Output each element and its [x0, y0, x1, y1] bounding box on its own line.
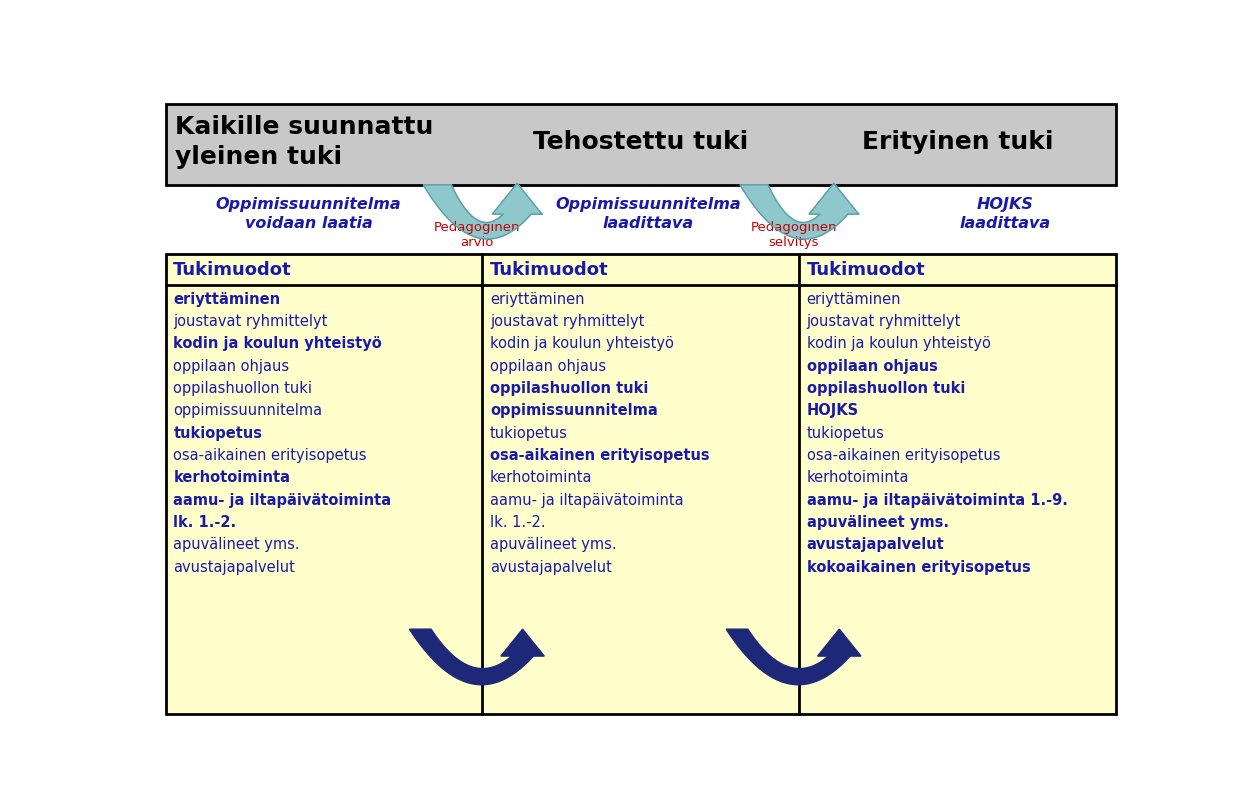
Text: Oppimissuunnitelma
voidaan laatia: Oppimissuunnitelma voidaan laatia — [215, 197, 401, 231]
Text: oppilaan ohjaus: oppilaan ohjaus — [490, 358, 606, 374]
Text: aamu- ja iltapäivätoiminta: aamu- ja iltapäivätoiminta — [174, 493, 391, 508]
Text: joustavat ryhmittelyt: joustavat ryhmittelyt — [490, 314, 645, 329]
Text: Tukimuodot: Tukimuodot — [174, 260, 292, 278]
Text: oppilaan ohjaus: oppilaan ohjaus — [806, 358, 938, 374]
Text: kokoaikainen erityisopetus: kokoaikainen erityisopetus — [806, 560, 1030, 574]
Text: oppimissuunnitelma: oppimissuunnitelma — [490, 404, 658, 418]
Text: tukiopetus: tukiopetus — [490, 426, 568, 441]
Text: Kaikille suunnattu
yleinen tuki: Kaikille suunnattu yleinen tuki — [175, 115, 434, 169]
Text: Erityinen tuki: Erityinen tuki — [861, 130, 1052, 155]
Text: aamu- ja iltapäivätoiminta 1.-9.: aamu- ja iltapäivätoiminta 1.-9. — [806, 493, 1068, 508]
Bar — [165, 104, 1116, 185]
Text: kerhotoiminta: kerhotoiminta — [806, 470, 909, 485]
Text: Tehostettu tuki: Tehostettu tuki — [532, 130, 749, 155]
Text: joustavat ryhmittelyt: joustavat ryhmittelyt — [806, 314, 961, 329]
Text: apuvälineet yms.: apuvälineet yms. — [490, 537, 616, 553]
Text: avustajapalvelut: avustajapalvelut — [490, 560, 612, 574]
Text: avustajapalvelut: avustajapalvelut — [806, 537, 945, 553]
Text: HOJKS: HOJKS — [806, 404, 859, 418]
Text: oppimissuunnitelma: oppimissuunnitelma — [174, 404, 322, 418]
Text: Tukimuodot: Tukimuodot — [490, 260, 609, 278]
Text: oppilashuollon tuki: oppilashuollon tuki — [806, 381, 965, 396]
Text: osa-aikainen erityisopetus: osa-aikainen erityisopetus — [174, 448, 366, 463]
Text: avustajapalvelut: avustajapalvelut — [174, 560, 295, 574]
Text: tukiopetus: tukiopetus — [174, 426, 262, 441]
Text: oppilaan ohjaus: oppilaan ohjaus — [174, 358, 290, 374]
Text: kodin ja koulun yhteistyö: kodin ja koulun yhteistyö — [806, 337, 990, 351]
Polygon shape — [726, 629, 861, 684]
Text: HOJKS
laadittava: HOJKS laadittava — [959, 197, 1050, 231]
Text: Oppimissuunnitelma
laadittava: Oppimissuunnitelma laadittava — [555, 197, 741, 231]
Text: aamu- ja iltapäivätoiminta: aamu- ja iltapäivätoiminta — [490, 493, 684, 508]
Polygon shape — [410, 629, 544, 684]
Text: osa-aikainen erityisopetus: osa-aikainen erityisopetus — [490, 448, 710, 463]
Text: lk. 1.-2.: lk. 1.-2. — [174, 515, 236, 530]
Text: oppilashuollon tuki: oppilashuollon tuki — [490, 381, 649, 396]
Text: joustavat ryhmittelyt: joustavat ryhmittelyt — [174, 314, 328, 329]
Text: kerhotoiminta: kerhotoiminta — [490, 470, 592, 485]
Text: Pedagoginen
selvitys: Pedagoginen selvitys — [751, 221, 838, 248]
Bar — [165, 254, 1116, 714]
Text: apuvälineet yms.: apuvälineet yms. — [806, 515, 949, 530]
Text: lk. 1.-2.: lk. 1.-2. — [490, 515, 546, 530]
Text: kodin ja koulun yhteistyö: kodin ja koulun yhteistyö — [174, 337, 382, 351]
Polygon shape — [424, 184, 542, 239]
Text: Tukimuodot: Tukimuodot — [806, 260, 925, 278]
Text: eriyttäminen: eriyttäminen — [174, 292, 280, 307]
Text: tukiopetus: tukiopetus — [806, 426, 885, 441]
Text: apuvälineet yms.: apuvälineet yms. — [174, 537, 300, 553]
Text: oppilashuollon tuki: oppilashuollon tuki — [174, 381, 312, 396]
Text: kerhotoiminta: kerhotoiminta — [174, 470, 290, 485]
Text: eriyttäminen: eriyttäminen — [806, 292, 901, 307]
Text: osa-aikainen erityisopetus: osa-aikainen erityisopetus — [806, 448, 1000, 463]
Text: kodin ja koulun yhteistyö: kodin ja koulun yhteistyö — [490, 337, 674, 351]
Text: Pedagoginen
arvio: Pedagoginen arvio — [434, 221, 520, 248]
Text: eriyttäminen: eriyttäminen — [490, 292, 585, 307]
Polygon shape — [740, 184, 859, 239]
